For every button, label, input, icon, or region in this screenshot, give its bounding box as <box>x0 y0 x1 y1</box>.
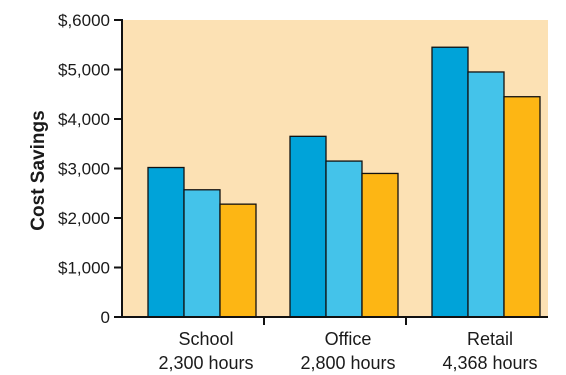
y-tick-label: $,6000 <box>58 11 110 30</box>
bar-school-2 <box>183 189 221 318</box>
bar-school-3 <box>219 203 257 318</box>
y-tick-label: $3,000 <box>58 160 110 179</box>
y-ticks-group: 0 $1,000 $2,000 $3,000 $4,000 $5,000 $,6000 <box>58 11 122 327</box>
x-category-sublabel: 2,800 hours <box>300 353 395 373</box>
bar-office-3 <box>361 172 399 318</box>
bars-group <box>147 46 541 318</box>
y-tick-label: $2,000 <box>58 209 110 228</box>
bar-retail-2 <box>467 71 505 318</box>
x-category-sublabel: 2,300 hours <box>158 353 253 373</box>
y-tick-label: 0 <box>101 308 110 327</box>
y-tick-label: $5,000 <box>58 61 110 80</box>
y-tick-label: $4,000 <box>58 110 110 129</box>
x-category-sublabel: 4,368 hours <box>442 353 537 373</box>
x-category-label: School <box>178 329 233 349</box>
bar-retail-1 <box>431 46 469 318</box>
x-category-label: Retail <box>467 329 513 349</box>
y-tick-label: $1,000 <box>58 259 110 278</box>
bar-retail-3 <box>503 96 541 318</box>
y-axis-title: Cost Savings <box>28 110 49 230</box>
bar-office-2 <box>325 160 363 318</box>
x-category-label: Office <box>325 329 372 349</box>
x-labels-group: School 2,300 hours Office 2,800 hours Retail… <box>158 329 537 373</box>
bar-school-1 <box>147 166 185 318</box>
bar-office-1 <box>289 135 327 318</box>
